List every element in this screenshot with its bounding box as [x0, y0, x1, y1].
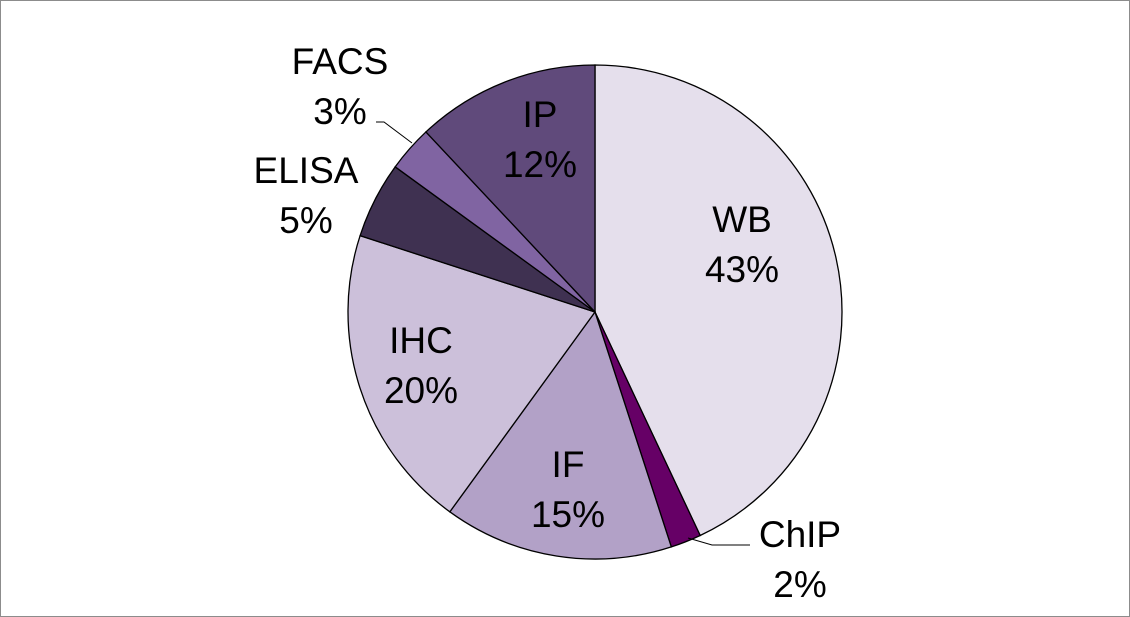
pie-slice-ip	[425, 64, 596, 314]
slice-label-wb: WB	[712, 199, 772, 240]
pie-slices	[347, 64, 843, 560]
leader-line-facs	[376, 121, 413, 144]
data-labels: WB 43% ChIP 2% IF 15% IHC 20% ELISA 5% FACS 3% IP 12%	[254, 41, 842, 605]
slice-label-elisa: ELISA	[254, 150, 359, 191]
pie-slice-if	[448, 310, 673, 560]
slice-label-ip: IP	[523, 94, 558, 135]
slice-percent-chip: 2%	[773, 564, 826, 605]
pie-slice-wb	[594, 64, 843, 537]
slice-label-facs: FACS	[292, 41, 389, 82]
slice-label-chip: ChIP	[759, 514, 841, 555]
slice-percent-if: 15%	[531, 494, 605, 535]
slice-percent-facs: 3%	[313, 91, 366, 132]
slice-percent-elisa: 5%	[279, 200, 332, 241]
slice-label-ihc: IHC	[389, 320, 453, 361]
slice-percent-ip: 12%	[503, 144, 577, 185]
leader-lines	[376, 121, 750, 546]
slice-percent-wb: 43%	[705, 249, 779, 290]
slice-percent-ihc: 20%	[384, 370, 458, 411]
pie-slice-ihc	[347, 234, 597, 513]
leader-line-chip	[687, 537, 750, 546]
slice-label-if: IF	[552, 444, 585, 485]
